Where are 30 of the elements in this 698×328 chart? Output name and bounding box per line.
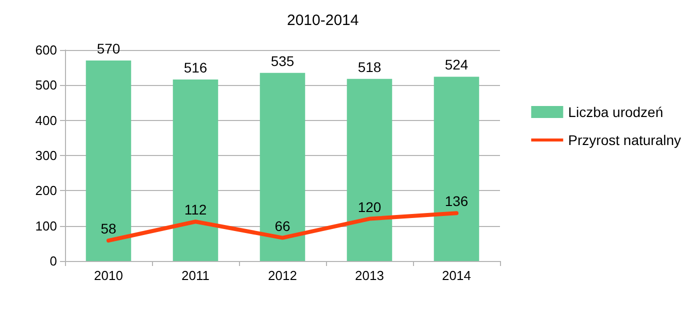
data-label: 112 xyxy=(184,202,207,218)
y-tick-label: 200 xyxy=(35,183,57,198)
data-label: 120 xyxy=(358,198,382,215)
bar xyxy=(260,72,306,261)
data-label: 518 xyxy=(358,58,382,75)
data-label: 66 xyxy=(274,218,290,234)
y-tick-label: 100 xyxy=(35,218,57,234)
data-label: 524 xyxy=(444,56,468,73)
bar xyxy=(86,60,132,261)
y-tick-label: 300 xyxy=(35,148,57,163)
data-label: 58 xyxy=(100,220,116,237)
legend-label: Liczba urodzeń xyxy=(568,104,664,120)
x-tick-label: 2014 xyxy=(442,268,471,283)
y-tick-label: 0 xyxy=(50,254,57,268)
data-label: 516 xyxy=(184,60,208,76)
chart-title: 2010-2014 xyxy=(287,12,359,29)
x-tick-label: 2010 xyxy=(94,268,123,283)
data-label: 570 xyxy=(96,40,120,57)
x-tick-label: 2011 xyxy=(182,268,210,283)
data-label: 136 xyxy=(444,193,468,210)
bar xyxy=(172,80,218,261)
data-label: 535 xyxy=(270,52,294,69)
bar xyxy=(434,76,480,261)
legend-label: Przyrost naturalny xyxy=(568,132,682,148)
y-tick-label: 400 xyxy=(35,112,57,128)
x-tick-label: 2012 xyxy=(268,268,297,283)
y-tick-label: 500 xyxy=(35,78,57,93)
bar xyxy=(346,78,392,261)
x-tick-label: 2013 xyxy=(355,268,384,283)
y-tick-label: 600 xyxy=(35,42,57,58)
